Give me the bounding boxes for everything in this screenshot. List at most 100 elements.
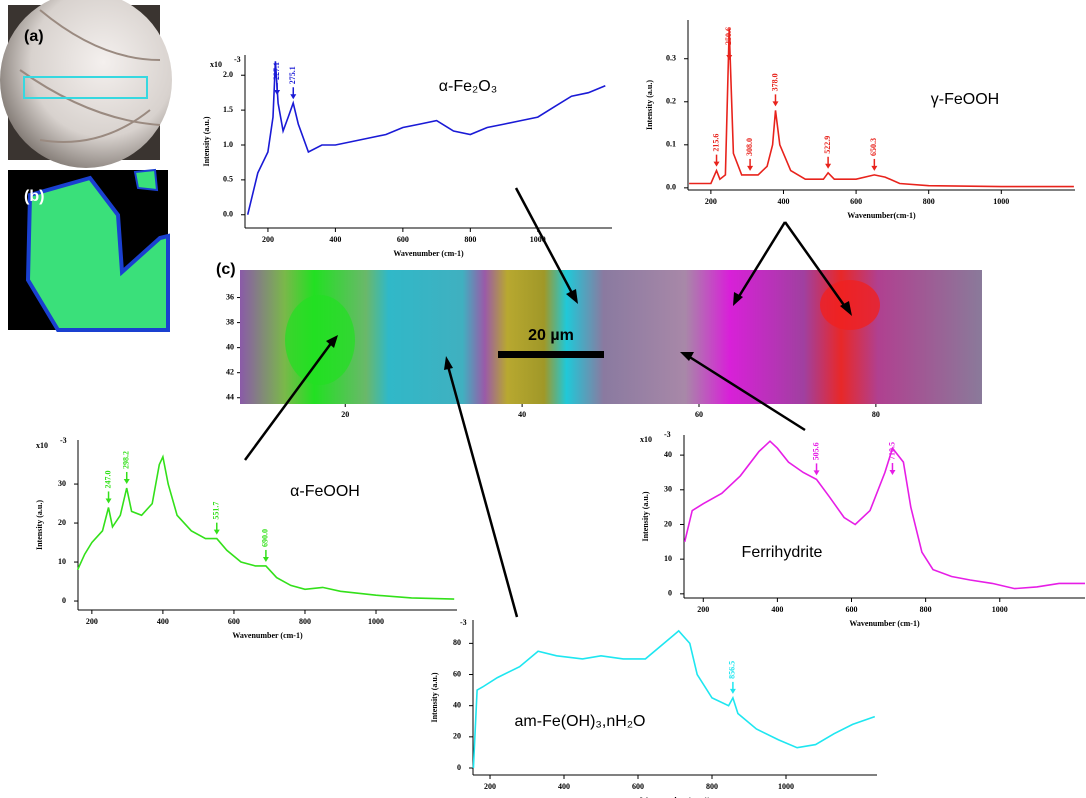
peak-arrow-head [713, 161, 720, 167]
y-tick-label: 20 [58, 518, 66, 527]
arrow-heads [326, 289, 852, 370]
scale-bar-label: 20 µm [528, 327, 574, 344]
optical-image [0, 0, 172, 168]
panel-label: (a) [24, 28, 44, 45]
y-multiplier-exponent: -3 [234, 55, 241, 64]
image-feature [19, 9, 161, 143]
y-tick-label: 40 [664, 450, 672, 459]
x-tick-label: 400 [157, 617, 169, 626]
peak-label: 227.1 [272, 62, 281, 80]
x-tick-label: 1000 [778, 782, 794, 791]
y-tick-label: 2.0 [223, 70, 233, 79]
x-tick-label: 200 [705, 197, 717, 206]
x-tick-label: 200 [697, 605, 709, 614]
peak-label: 690.0 [261, 529, 270, 547]
x-tick-label: 400 [558, 782, 570, 791]
peak-arrow-head [726, 55, 733, 60]
peak-arrow-head [274, 90, 281, 95]
y-tick-label: 0.5 [223, 175, 233, 184]
x-tick-label: 600 [850, 197, 862, 206]
y-tick-label: 0.0 [223, 210, 233, 219]
y-tick-label: 1.5 [223, 105, 233, 114]
y-multiplier: x10 [210, 60, 222, 69]
x-tick-label: 400 [777, 197, 789, 206]
y-tick-label: 0.0 [666, 183, 676, 192]
y-tick-label: 38 [226, 317, 234, 326]
x-tick-label: 800 [923, 197, 935, 206]
scale-bar [498, 351, 604, 358]
y-axis-title: Intensity (a.u.) [202, 116, 211, 166]
y-tick-label: 10 [58, 557, 66, 566]
y-axis-title: Intensity (a.u.) [430, 672, 439, 722]
chart-title: Ferrihydrite [742, 544, 823, 561]
x-tick-label: 800 [920, 605, 932, 614]
y-tick-label: 0 [457, 763, 461, 772]
peak-arrow-head [825, 163, 832, 169]
x-axis-title: Wavenumber (cm-1) [393, 249, 464, 258]
chart-title: α-FeOOH [290, 483, 360, 500]
x-tick-label: 600 [228, 617, 240, 626]
y-tick-label: 40 [226, 342, 234, 351]
x-tick-label: 1000 [368, 617, 384, 626]
peak-label: 378.0 [770, 73, 779, 91]
map-region [820, 280, 880, 330]
spectrum-line [683, 440, 1085, 590]
spectrum-line [472, 629, 876, 769]
peak-arrow-head [123, 478, 130, 484]
peak-label: 505.6 [811, 442, 820, 460]
x-tick-label: 40 [518, 410, 526, 419]
peak-arrow-head [871, 165, 878, 171]
peak-label: 856.5 [728, 661, 737, 679]
peak-arrow-head [105, 498, 112, 504]
y-multiplier: x10 [640, 435, 652, 444]
x-tick-label: 1000 [993, 197, 1009, 206]
y-tick-label: 0.2 [666, 97, 676, 106]
y-tick-label: 20 [453, 732, 461, 741]
y-tick-label: 0.3 [666, 54, 676, 63]
peak-label: 710.5 [887, 442, 896, 460]
y-multiplier-exponent: -3 [60, 436, 67, 445]
y-tick-label: 0 [62, 596, 66, 605]
y-tick-label: 30 [664, 485, 672, 494]
chart-title: am-Fe(OH)₃,nH₂O [515, 713, 646, 730]
peak-arrow-head [213, 529, 220, 535]
map-region [133, 168, 159, 192]
spectrum-line [76, 454, 455, 600]
y-tick-label: 36 [226, 292, 234, 301]
x-tick-label: 200 [484, 782, 496, 791]
peak-arrow-head [813, 470, 820, 476]
x-tick-label: 400 [329, 235, 341, 244]
x-tick-label: 20 [341, 410, 349, 419]
y-tick-label: 40 [453, 701, 461, 710]
spectrum-line [246, 61, 606, 215]
panel-label: (c) [216, 261, 236, 278]
x-axis-title: Wavenumber(cm-1) [847, 211, 916, 220]
arrows [243, 187, 848, 618]
peak-label: 247.0 [103, 470, 112, 488]
x-tick-label: 200 [262, 235, 274, 244]
y-axis-title: Intensity (a.u.) [35, 500, 44, 550]
x-tick-label: 600 [846, 605, 858, 614]
peak-label: 650.3 [869, 138, 878, 156]
x-tick-label: 800 [706, 782, 718, 791]
peak-arrow-head [889, 470, 896, 475]
y-multiplier-exponent: -3 [664, 430, 671, 439]
x-tick-label: 200 [86, 617, 98, 626]
x-tick-label: 1000 [530, 235, 546, 244]
peak-arrow-head [729, 688, 736, 694]
chart-title: α-Fe₂O₃ [439, 78, 497, 95]
y-tick-label: 0.1 [666, 140, 676, 149]
peak-label: 308.0 [745, 138, 754, 156]
map-region [25, 175, 170, 332]
x-tick-label: 1000 [992, 605, 1008, 614]
peak-label: 275.1 [288, 66, 297, 84]
x-axis-title: Wavenumber (cm-1) [640, 796, 711, 798]
y-tick-label: 10 [664, 554, 672, 563]
y-tick-label: 1.0 [223, 140, 233, 149]
y-multiplier-exponent: -3 [460, 618, 467, 627]
spectrum-line [689, 28, 1074, 188]
x-axis-title: Wavenumber (cm-1) [849, 619, 920, 628]
y-tick-label: 60 [453, 669, 461, 678]
panel-label: (b) [24, 188, 44, 205]
y-tick-label: 20 [664, 519, 672, 528]
